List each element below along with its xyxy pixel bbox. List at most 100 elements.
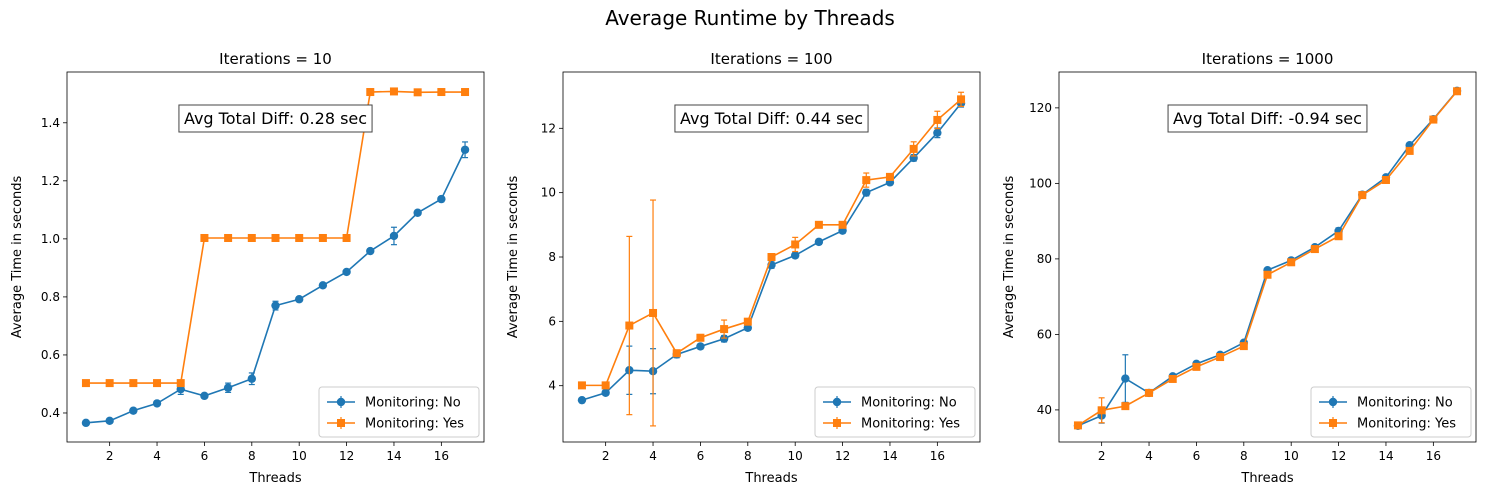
data-point bbox=[223, 383, 233, 392]
data-point bbox=[862, 188, 871, 197]
data-point bbox=[1358, 191, 1367, 200]
data-point bbox=[1263, 270, 1272, 279]
x-tick-label: 14 bbox=[882, 449, 897, 463]
data-point bbox=[577, 395, 587, 405]
x-tick-label: 4 bbox=[153, 449, 161, 463]
data-point bbox=[1453, 87, 1462, 96]
y-tick-label: 0.6 bbox=[41, 348, 60, 362]
y-tick-label: 80 bbox=[1037, 252, 1052, 266]
x-tick-label: 10 bbox=[788, 449, 803, 463]
data-point bbox=[838, 220, 847, 229]
data-point bbox=[271, 301, 280, 310]
data-point bbox=[389, 87, 398, 96]
data-point bbox=[814, 220, 823, 229]
data-point bbox=[1121, 374, 1130, 383]
x-tick-label: 2 bbox=[106, 449, 114, 463]
data-point bbox=[81, 418, 91, 428]
y-tick-label: 1.4 bbox=[41, 116, 60, 130]
data-point bbox=[696, 342, 705, 351]
data-point bbox=[1381, 175, 1390, 184]
y-axis-label: Average Time in seconds bbox=[10, 175, 25, 338]
plot-frame bbox=[562, 71, 981, 443]
legend: Monitoring: No Monitoring: Yes bbox=[1310, 386, 1472, 438]
data-point bbox=[933, 115, 942, 124]
x-axis-label: Threads bbox=[248, 471, 301, 486]
data-point bbox=[790, 251, 800, 260]
data-point bbox=[767, 253, 776, 261]
y-axis-label: Average Time in seconds bbox=[506, 175, 521, 338]
x-tick-label: 8 bbox=[1240, 449, 1248, 463]
data-point bbox=[1429, 115, 1438, 124]
x-tick-label: 10 bbox=[1284, 449, 1299, 463]
data-point bbox=[437, 194, 446, 204]
data-point bbox=[271, 233, 280, 242]
y-tick-label: 4 bbox=[548, 379, 556, 393]
data-point bbox=[437, 88, 446, 97]
data-point bbox=[1310, 245, 1319, 254]
data-point bbox=[366, 88, 375, 97]
data-point bbox=[885, 172, 894, 181]
y-tick-label: 8 bbox=[548, 250, 556, 264]
x-tick-label: 14 bbox=[1378, 449, 1393, 463]
data-point bbox=[247, 374, 257, 383]
data-point bbox=[1239, 342, 1248, 351]
data-point bbox=[1168, 374, 1177, 383]
figure-title: Average Runtime by Threads bbox=[605, 6, 895, 30]
annotation-text: Avg Total Diff: 0.28 sec bbox=[184, 109, 367, 128]
data-point bbox=[81, 379, 90, 388]
x-tick-label: 16 bbox=[434, 449, 449, 463]
data-point bbox=[791, 240, 800, 249]
data-point bbox=[719, 334, 729, 343]
chart-panel-2: Iterations = 100 2 4 6 8 10 12 14 16 4 6 8 10 12 Threa… bbox=[506, 50, 981, 486]
data-point bbox=[933, 128, 942, 138]
data-point bbox=[720, 325, 729, 334]
y-tick-label: 120 bbox=[1029, 101, 1052, 115]
data-point bbox=[1405, 146, 1414, 155]
data-point bbox=[318, 233, 327, 242]
annotation-text: Avg Total Diff: 0.44 sec bbox=[680, 109, 863, 128]
legend-marker bbox=[1329, 419, 1337, 427]
legend-label: Monitoring: Yes bbox=[861, 417, 960, 432]
x-tick-label: 6 bbox=[697, 449, 705, 463]
data-point bbox=[601, 381, 610, 390]
data-point bbox=[625, 321, 634, 330]
x-tick-label: 16 bbox=[930, 449, 945, 463]
data-point bbox=[1334, 232, 1343, 241]
data-point bbox=[649, 308, 658, 317]
data-point bbox=[200, 233, 209, 242]
data-point bbox=[342, 267, 351, 277]
x-tick-label: 8 bbox=[744, 449, 752, 463]
data-point bbox=[318, 281, 328, 290]
legend-frame bbox=[318, 386, 480, 438]
annotation-frame bbox=[178, 104, 373, 133]
data-point bbox=[672, 349, 681, 358]
legend-label: Monitoring: Yes bbox=[1357, 417, 1456, 432]
chart-panel-1: Iterations = 10 2 4 6 8 10 12 14 16 0.4 0.6 0.8 1.0 1… bbox=[10, 50, 485, 486]
data-point bbox=[176, 379, 185, 388]
chart-panel-3: Iterations = 1000 2 4 6 8 10 12 14 16 40 60 80 100 12… bbox=[1002, 50, 1477, 486]
data-point bbox=[413, 208, 422, 217]
y-tick-label: 0.4 bbox=[41, 406, 60, 420]
y-tick-label: 12 bbox=[541, 121, 556, 135]
data-point bbox=[461, 88, 470, 97]
data-point bbox=[460, 145, 470, 154]
x-tick-label: 14 bbox=[386, 449, 401, 463]
plot-frame bbox=[1058, 71, 1477, 443]
legend: Monitoring: No Monitoring: Yes bbox=[318, 386, 480, 438]
data-point bbox=[389, 231, 399, 241]
legend-marker bbox=[337, 419, 345, 427]
data-point bbox=[200, 391, 209, 401]
data-point bbox=[224, 233, 233, 242]
y-tick-label: 60 bbox=[1037, 327, 1052, 341]
plot-frame bbox=[66, 71, 485, 443]
data-point bbox=[153, 379, 162, 388]
x-tick-label: 8 bbox=[248, 449, 256, 463]
annotation-frame bbox=[1167, 104, 1368, 133]
x-tick-label: 12 bbox=[1331, 449, 1346, 463]
data-point bbox=[743, 323, 753, 332]
series-monitoring-no bbox=[81, 141, 470, 428]
y-axis-label: Average Time in seconds bbox=[1002, 175, 1017, 338]
data-point bbox=[152, 399, 162, 408]
data-point bbox=[1073, 421, 1082, 430]
x-tick-label: 12 bbox=[835, 449, 850, 463]
